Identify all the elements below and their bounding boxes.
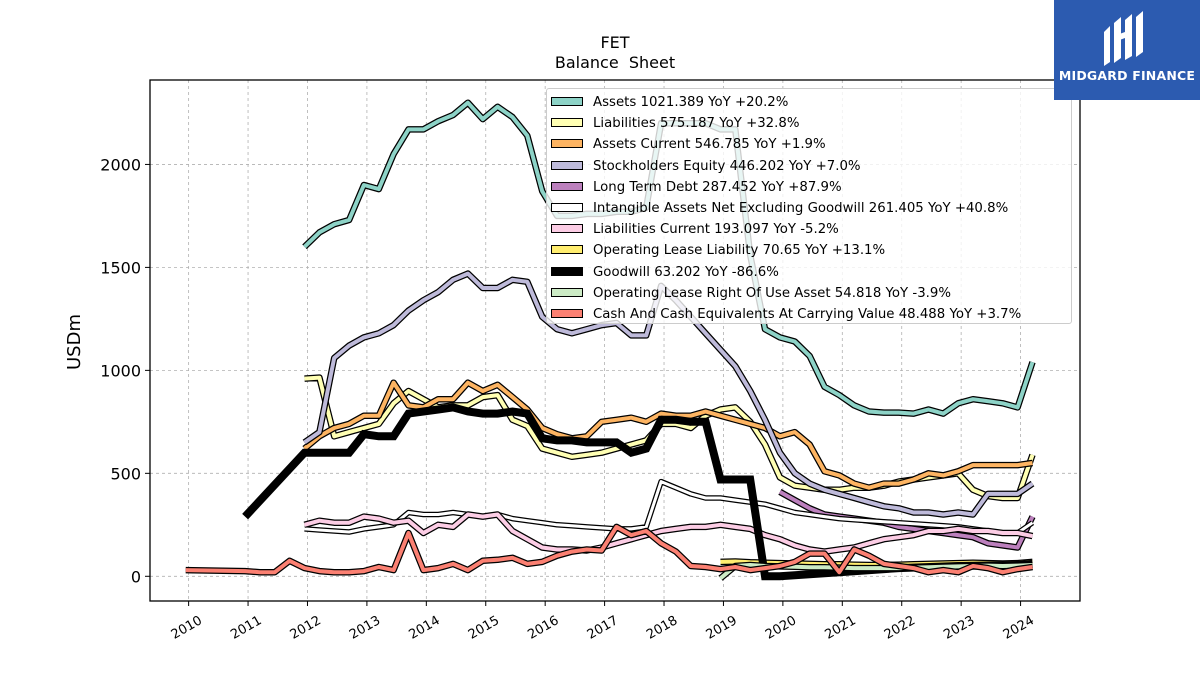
series-line-outline [302,379,1033,491]
midgard-finance-logo: MIDGARD FINANCE [1054,0,1200,100]
legend-label: Cash And Cash Equivalents At Carrying Va… [593,306,1022,322]
legend-item: Operating Lease Right Of Use Asset 54.81… [547,283,1071,304]
legend-label: Assets 1021.389 YoY +20.2% [593,95,789,110]
legend-item: Liabilities Current 193.097 YoY -5.2% [547,219,1071,240]
series-layer [185,99,1036,581]
y-tick-label: 500 [110,464,141,483]
logo-brand-text: MIDGARD FINANCE [1058,68,1196,83]
legend-swatch [551,139,583,149]
x-tick-label: 2014 [406,613,442,643]
series-line [303,512,1033,554]
series-line [242,403,1033,581]
legend-item: Assets 1021.389 YoY +20.2% [547,92,1071,113]
x-tick-label: 2015 [466,613,502,643]
series-line [304,480,1034,535]
legend-item: Goodwill 63.202 YoY -86.6% [547,262,1071,283]
legend-label: Stockholders Equity 446.202 YoY +7.0% [593,158,861,174]
legend-swatch [551,181,583,191]
legend-label: Long Term Debt 287.452 YoY +87.9% [593,179,842,195]
x-tick-label: 2013 [347,613,383,643]
legend-swatch [551,118,583,128]
legend-swatch [551,245,583,255]
series-liabilities [304,374,1036,502]
x-tick-label: 2018 [644,613,680,643]
x-tick-label: 2019 [704,613,740,643]
legend-item: Stockholders Equity 446.202 YoY +7.0% [547,156,1071,177]
legend-swatch [551,224,583,234]
x-tick-label: 2012 [288,613,324,643]
legend-label: Operating Lease Right Of Use Asset 54.81… [593,285,951,301]
y-tick-label: 1500 [100,258,141,277]
series-line [778,490,1035,550]
x-tick-label: 2024 [1001,613,1037,643]
x-tick-label: 2023 [941,613,977,643]
chart-subtitle: Balance Sheet [555,53,675,72]
x-tick-label: 2010 [169,613,205,643]
x-tick-label: 2017 [585,613,621,643]
x-tick-label: 2016 [525,613,561,643]
series-line [303,380,1033,490]
x-tick-label: 2011 [228,613,264,643]
legend: Assets 1021.389 YoY +20.2% Liabilities 57… [546,88,1072,324]
legend-label: Operating Lease Liability 70.65 YoY +13.… [593,243,886,259]
plot-frame [149,79,1081,602]
legend-swatch [551,266,583,276]
legend-item: Assets Current 546.785 YoY +1.9% [547,134,1071,155]
series-line [185,524,1033,575]
legend-swatch [551,97,583,106]
y-tick-label: 0 [131,567,141,586]
legend-swatch [551,308,583,318]
chart-title: FET [600,33,629,52]
legend-label: Assets Current 546.785 YoY +1.9% [593,137,826,153]
legend-label: Goodwill 63.202 YoY -86.6% [593,264,779,280]
legend-swatch [551,202,583,212]
logo-mark-icon [1104,11,1143,66]
legend-label: Intangible Assets Net Excluding Goodwill… [593,200,1009,216]
y-tick-label: 2000 [100,155,141,174]
legend-item: Cash And Cash Equivalents At Carrying Va… [547,304,1071,325]
series-cash-and-cash-equivalents-at-carrying-value [185,523,1033,576]
x-tick-label: 2021 [822,613,858,643]
legend-swatch [551,287,583,297]
y-axis-label: USDm [64,314,85,370]
series-line [304,375,1035,500]
x-tick-label: 2022 [882,613,918,643]
series-assets-current [302,379,1033,491]
series-goodwill [242,403,1033,581]
series-liabilities-current [303,511,1034,555]
legend-item: Operating Lease Liability 70.65 YoY +13.… [547,240,1071,261]
legend-item: Liabilities 575.187 YoY +32.8% [547,113,1071,134]
legend-label: Liabilities 575.187 YoY +32.8% [593,116,800,132]
x-tick-label: 2020 [763,613,799,643]
legend-swatch [551,160,583,170]
legend-item: Intangible Assets Net Excluding Goodwill… [547,198,1071,219]
legend-label: Liabilities Current 193.097 YoY -5.2% [593,222,839,238]
y-tick-label: 1000 [100,361,141,380]
series-intangible-assets-net-excluding-goodwill [304,478,1035,536]
series-long-term-debt [778,489,1036,551]
legend-item: Long Term Debt 287.452 YoY +87.9% [547,177,1071,198]
